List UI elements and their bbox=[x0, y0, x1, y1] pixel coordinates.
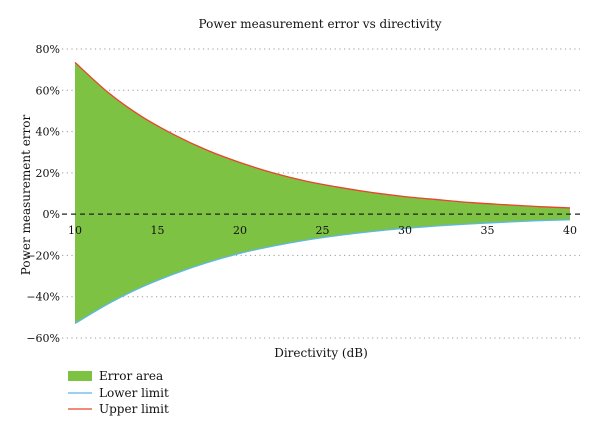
y-tick-label: 80% bbox=[36, 43, 60, 56]
x-tick-label: 10 bbox=[68, 224, 82, 237]
legend-label-upper-limit: Upper limit bbox=[99, 402, 169, 416]
y-tick-label: 0% bbox=[43, 208, 60, 221]
legend-label-lower-limit: Lower limit bbox=[99, 386, 169, 400]
x-tick-label: 40 bbox=[563, 224, 577, 237]
x-tick-label: 35 bbox=[481, 224, 495, 237]
lower-limit-line bbox=[74, 219, 571, 325]
x-axis-ticks: 10 15 20 25 30 35 40 bbox=[68, 224, 577, 237]
x-tick-label: 20 bbox=[233, 224, 247, 237]
x-tick-label: 25 bbox=[316, 224, 330, 237]
x-tick-label: 30 bbox=[398, 224, 412, 237]
y-tick-label: 40% bbox=[36, 126, 60, 139]
x-tick-label: 15 bbox=[151, 224, 165, 237]
y-axis-ticks: 80% 60% 40% 20% 0% −20% −40% −60% bbox=[26, 43, 60, 345]
gridlines bbox=[62, 48, 580, 339]
upper-limit-line bbox=[74, 61, 571, 209]
x-axis-label: Directivity (dB) bbox=[274, 346, 368, 360]
y-tick-label: −20% bbox=[26, 249, 60, 262]
y-tick-label: 60% bbox=[36, 84, 60, 97]
y-tick-label: −60% bbox=[26, 332, 60, 345]
y-axis-label: Power measurement error bbox=[19, 115, 33, 276]
y-tick-label: 20% bbox=[36, 167, 60, 180]
y-tick-label: −40% bbox=[26, 291, 60, 304]
legend-swatch-error-area bbox=[68, 371, 92, 381]
legend: Error area Lower limit Upper limit bbox=[68, 369, 169, 416]
chart-title: Power measurement error vs directivity bbox=[199, 17, 442, 31]
error-area-fill bbox=[75, 62, 570, 324]
legend-label-error-area: Error area bbox=[99, 369, 163, 383]
